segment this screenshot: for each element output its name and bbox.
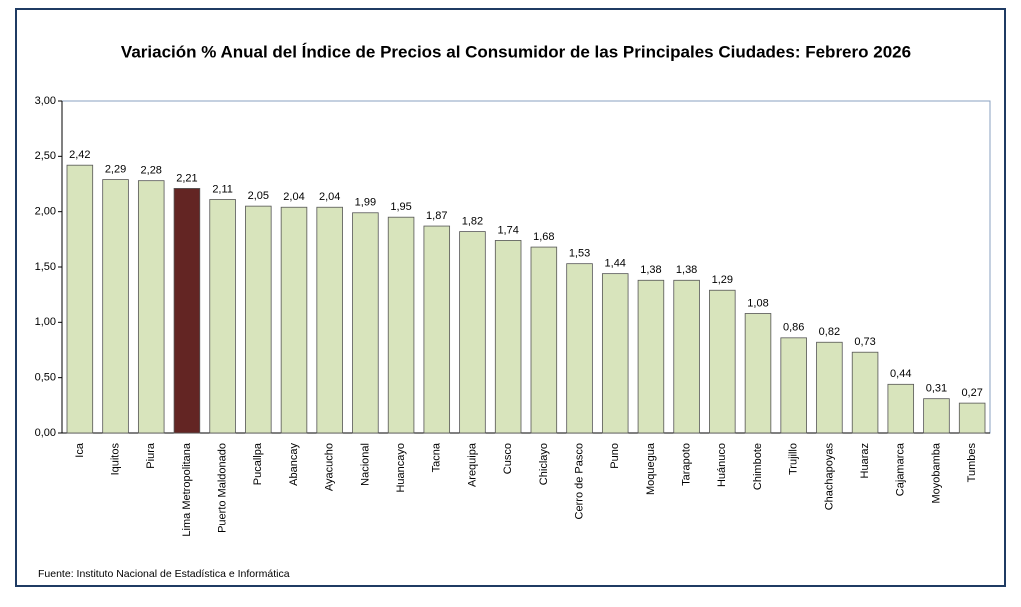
data-label: 2,04 xyxy=(283,191,304,203)
x-tick-label: Piura xyxy=(145,442,157,469)
x-tick-label: Huancayo xyxy=(395,443,407,493)
data-label: 2,04 xyxy=(319,191,340,203)
data-label: 2,29 xyxy=(105,163,126,175)
data-label: 1,44 xyxy=(605,258,626,270)
data-label: 1,53 xyxy=(569,248,590,260)
bar xyxy=(851,351,879,434)
x-tick-label: Chachapoyas xyxy=(823,443,835,511)
x-tick-label: Cerro de Pasco xyxy=(573,443,585,519)
x-tick-label: Lima Metropolitana xyxy=(181,442,193,536)
x-tick-label: Huánuco xyxy=(716,443,728,487)
x-tick-label: Chimbote xyxy=(752,443,764,490)
x-tick-label: Puno xyxy=(609,443,621,469)
bar xyxy=(637,279,665,434)
data-label: 0,86 xyxy=(783,322,804,334)
data-label: 1,38 xyxy=(640,264,661,276)
bar xyxy=(66,164,94,434)
x-tick-label: Cusco xyxy=(502,443,514,474)
data-label: 1,95 xyxy=(390,201,411,213)
bar xyxy=(673,279,700,434)
bar xyxy=(137,180,165,434)
x-tick-label: Puerto Maldonado xyxy=(217,443,229,533)
x-tick-label: Cajamarca xyxy=(895,442,907,496)
x-tick-label: Ayacucho xyxy=(324,443,336,491)
bar xyxy=(352,212,379,434)
y-tick-label: 1,00 xyxy=(35,316,56,328)
bar xyxy=(387,216,415,434)
data-label: 0,44 xyxy=(890,368,911,380)
y-tick-label: 3,00 xyxy=(35,95,56,107)
y-tick-label: 2,00 xyxy=(35,206,56,218)
bar xyxy=(601,273,629,434)
bar xyxy=(316,206,343,434)
bar xyxy=(245,205,272,434)
data-label: 0,73 xyxy=(854,336,875,348)
bar xyxy=(280,206,308,434)
data-label: 1,87 xyxy=(426,210,447,222)
x-tick-label: Trujillo xyxy=(788,443,800,475)
bar xyxy=(530,246,558,434)
data-label: 2,42 xyxy=(69,149,90,161)
data-label: 0,31 xyxy=(926,383,947,395)
bar xyxy=(173,188,201,434)
x-tick-label: Arequipa xyxy=(466,442,478,487)
bar xyxy=(816,341,843,434)
bar xyxy=(923,398,950,434)
y-tick-label: 2,50 xyxy=(35,150,56,162)
bar xyxy=(958,402,986,434)
x-tick-label: Abancay xyxy=(288,443,300,486)
data-label: 2,28 xyxy=(141,165,162,177)
y-tick-label: 0,50 xyxy=(35,372,56,384)
x-tick-label: Pucallpa xyxy=(252,442,264,485)
x-tick-label: Tumbes xyxy=(966,443,978,483)
data-label: 0,27 xyxy=(961,387,982,399)
data-label: 2,11 xyxy=(212,183,233,195)
x-tick-label: Chiclayo xyxy=(538,443,550,485)
x-tick-label: Moyobamba xyxy=(930,442,942,503)
bar xyxy=(459,231,486,434)
x-tick-label: Ica xyxy=(74,442,86,458)
bar xyxy=(102,179,129,434)
bar xyxy=(780,337,807,434)
data-label: 2,05 xyxy=(248,190,269,202)
data-label: 0,82 xyxy=(819,326,840,338)
source-note: Fuente: Instituto Nacional de Estadístic… xyxy=(38,568,290,580)
data-label: 1,38 xyxy=(676,264,697,276)
data-label: 2,21 xyxy=(176,172,197,184)
y-tick-label: 0,00 xyxy=(35,427,56,439)
bar xyxy=(744,313,772,434)
x-tick-label: Iquitos xyxy=(109,443,121,476)
bar xyxy=(709,289,736,434)
data-label: 1,99 xyxy=(355,197,376,209)
bar xyxy=(494,240,522,434)
bar xyxy=(209,199,236,434)
x-tick-label: Moquegua xyxy=(645,442,657,495)
x-tick-label: Tacna xyxy=(431,442,443,472)
bar xyxy=(423,225,451,434)
x-tick-label: Tarapoto xyxy=(681,443,693,486)
x-tick-label: Huaraz xyxy=(859,443,871,478)
bar xyxy=(887,383,915,434)
data-label: 1,68 xyxy=(533,231,554,243)
data-label: 1,74 xyxy=(497,224,518,236)
y-tick-label: 1,50 xyxy=(35,261,56,273)
x-tick-label: Nacional xyxy=(359,443,371,486)
data-label: 1,29 xyxy=(712,274,733,286)
bar xyxy=(566,263,593,434)
data-label: 1,82 xyxy=(462,215,483,227)
chart-title: Variación % Anual del Índice de Precios … xyxy=(121,42,911,61)
data-label: 1,08 xyxy=(747,297,768,309)
